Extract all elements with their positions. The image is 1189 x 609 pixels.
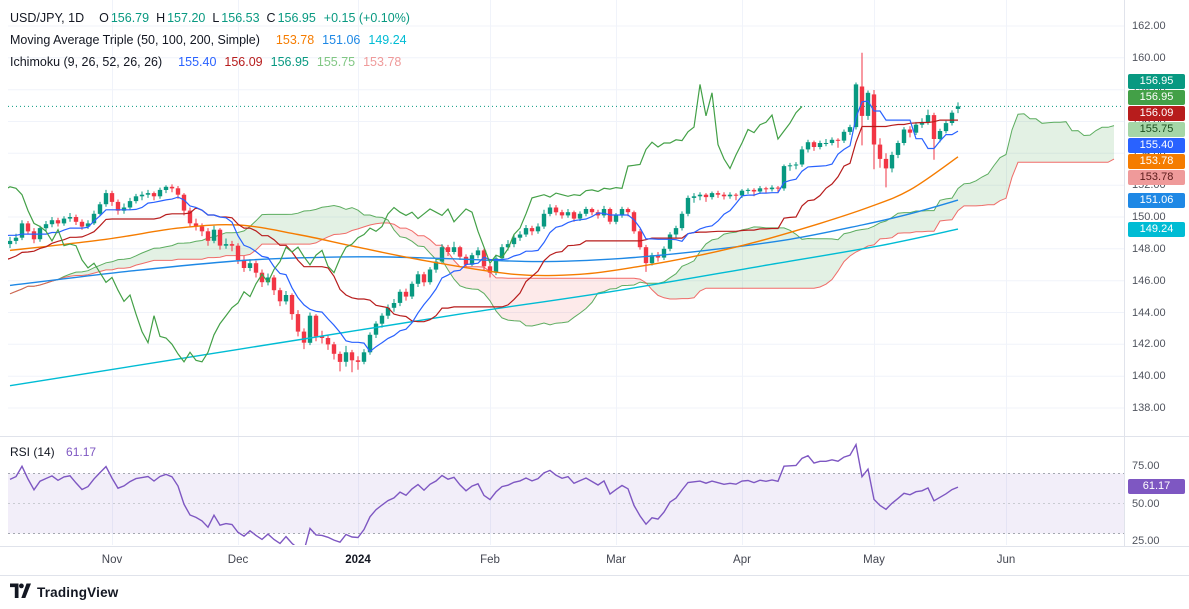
- legend-pane: USD/JPY, 1D O 156.79 H 157.20 L 156.53 C 156…: [10, 7, 410, 73]
- low-label: L: [212, 11, 220, 25]
- ichimoku-base-value: 156.09: [224, 55, 263, 69]
- ichimoku-legend-row: Ichimoku (9, 26, 52, 26, 26) 155.40 156.…: [10, 51, 410, 73]
- close-label: C: [266, 11, 276, 25]
- price-badge-last-price: 156.95: [1128, 73, 1185, 89]
- time-axis-label-feb: Feb: [480, 554, 500, 566]
- close-value: 156.95: [277, 11, 316, 25]
- low-value: 156.53: [221, 11, 260, 25]
- price-tick: 162.00: [1132, 20, 1166, 32]
- ichimoku-lagging-value: 156.95: [270, 55, 309, 69]
- ma-indicator-title[interactable]: Moving Average Triple (50, 100, 200, Sim…: [10, 33, 260, 47]
- symbol-title[interactable]: USD/JPY, 1D: [10, 11, 85, 25]
- pane-separator[interactable]: [0, 436, 1189, 437]
- price-tick: 138.00: [1132, 402, 1166, 414]
- price-badge-ichimoku-lagging: 156.95: [1128, 89, 1185, 105]
- ichimoku-indicator-title[interactable]: Ichimoku (9, 26, 52, 26, 26): [10, 55, 163, 69]
- rsi-badge: 61.17: [1128, 479, 1185, 495]
- price-axis[interactable]: 162.00160.00158.00156.00154.00152.00150.…: [1124, 0, 1189, 547]
- rsi-legend-row: RSI (14) 61.17: [10, 445, 96, 459]
- rsi-tick: 75.00: [1132, 460, 1160, 472]
- tradingview-logo-icon[interactable]: [10, 583, 31, 603]
- rsi-indicator-title[interactable]: RSI (14): [10, 445, 55, 459]
- price-badge-ichimoku-lead1: 155.75: [1128, 121, 1185, 137]
- time-axis-label-nov: Nov: [101, 554, 123, 566]
- time-axis-label-dec: Dec: [227, 554, 249, 566]
- tradingview-brand-text[interactable]: TradingView: [37, 585, 119, 600]
- ma-legend-row: Moving Average Triple (50, 100, 200, Sim…: [10, 29, 410, 51]
- change-value: +0.15 (+0.10%): [323, 11, 410, 25]
- price-badge-ichimoku-conversion: 155.40: [1128, 137, 1185, 153]
- ichimoku-lead2-value: 153.78: [363, 55, 402, 69]
- price-badge-ichimoku-lead2: 153.78: [1128, 169, 1185, 185]
- time-axis-label-2024: 2024: [345, 554, 371, 566]
- time-axis[interactable]: Nov Dec 2024 Feb Mar Apr May Jun: [0, 546, 1189, 575]
- price-badge-ma50: 153.78: [1128, 153, 1185, 169]
- time-axis-label-mar: Mar: [606, 554, 626, 566]
- ma50-value: 153.78: [275, 33, 315, 47]
- rsi-value: 61.17: [66, 445, 97, 459]
- time-axis-label-apr: Apr: [733, 554, 751, 566]
- time-axis-label-may: May: [863, 554, 885, 566]
- rsi-tick: 25.00: [1132, 535, 1160, 547]
- footer-bar: TradingView: [0, 575, 1189, 609]
- ma100-value: 151.06: [322, 33, 361, 47]
- price-tick: 146.00: [1132, 274, 1166, 287]
- price-badge-ichimoku-base: 156.09: [1128, 105, 1185, 121]
- high-value: 157.20: [167, 11, 206, 25]
- ichimoku-conversion-value: 155.40: [178, 55, 217, 69]
- price-tick: 140.00: [1132, 370, 1166, 383]
- time-axis-label-jun: Jun: [996, 554, 1016, 566]
- symbol-legend-row: USD/JPY, 1D O 156.79 H 157.20 L 156.53 C 156…: [10, 7, 410, 29]
- ichimoku-lead1-value: 155.75: [316, 55, 356, 69]
- high-label: H: [156, 11, 166, 25]
- open-label: O: [99, 11, 109, 25]
- price-tick: 160.00: [1132, 51, 1166, 64]
- price-badge-ma200: 149.24: [1128, 221, 1185, 237]
- rsi-tick: 50.00: [1132, 497, 1160, 510]
- ma200-value: 149.24: [368, 33, 407, 47]
- open-value: 156.79: [110, 11, 150, 25]
- price-badge-ma100: 151.06: [1128, 192, 1185, 208]
- price-tick: 144.00: [1132, 306, 1166, 319]
- price-tick: 148.00: [1132, 242, 1166, 255]
- price-tick: 142.00: [1132, 338, 1166, 351]
- price-tick: 150.00: [1132, 211, 1166, 223]
